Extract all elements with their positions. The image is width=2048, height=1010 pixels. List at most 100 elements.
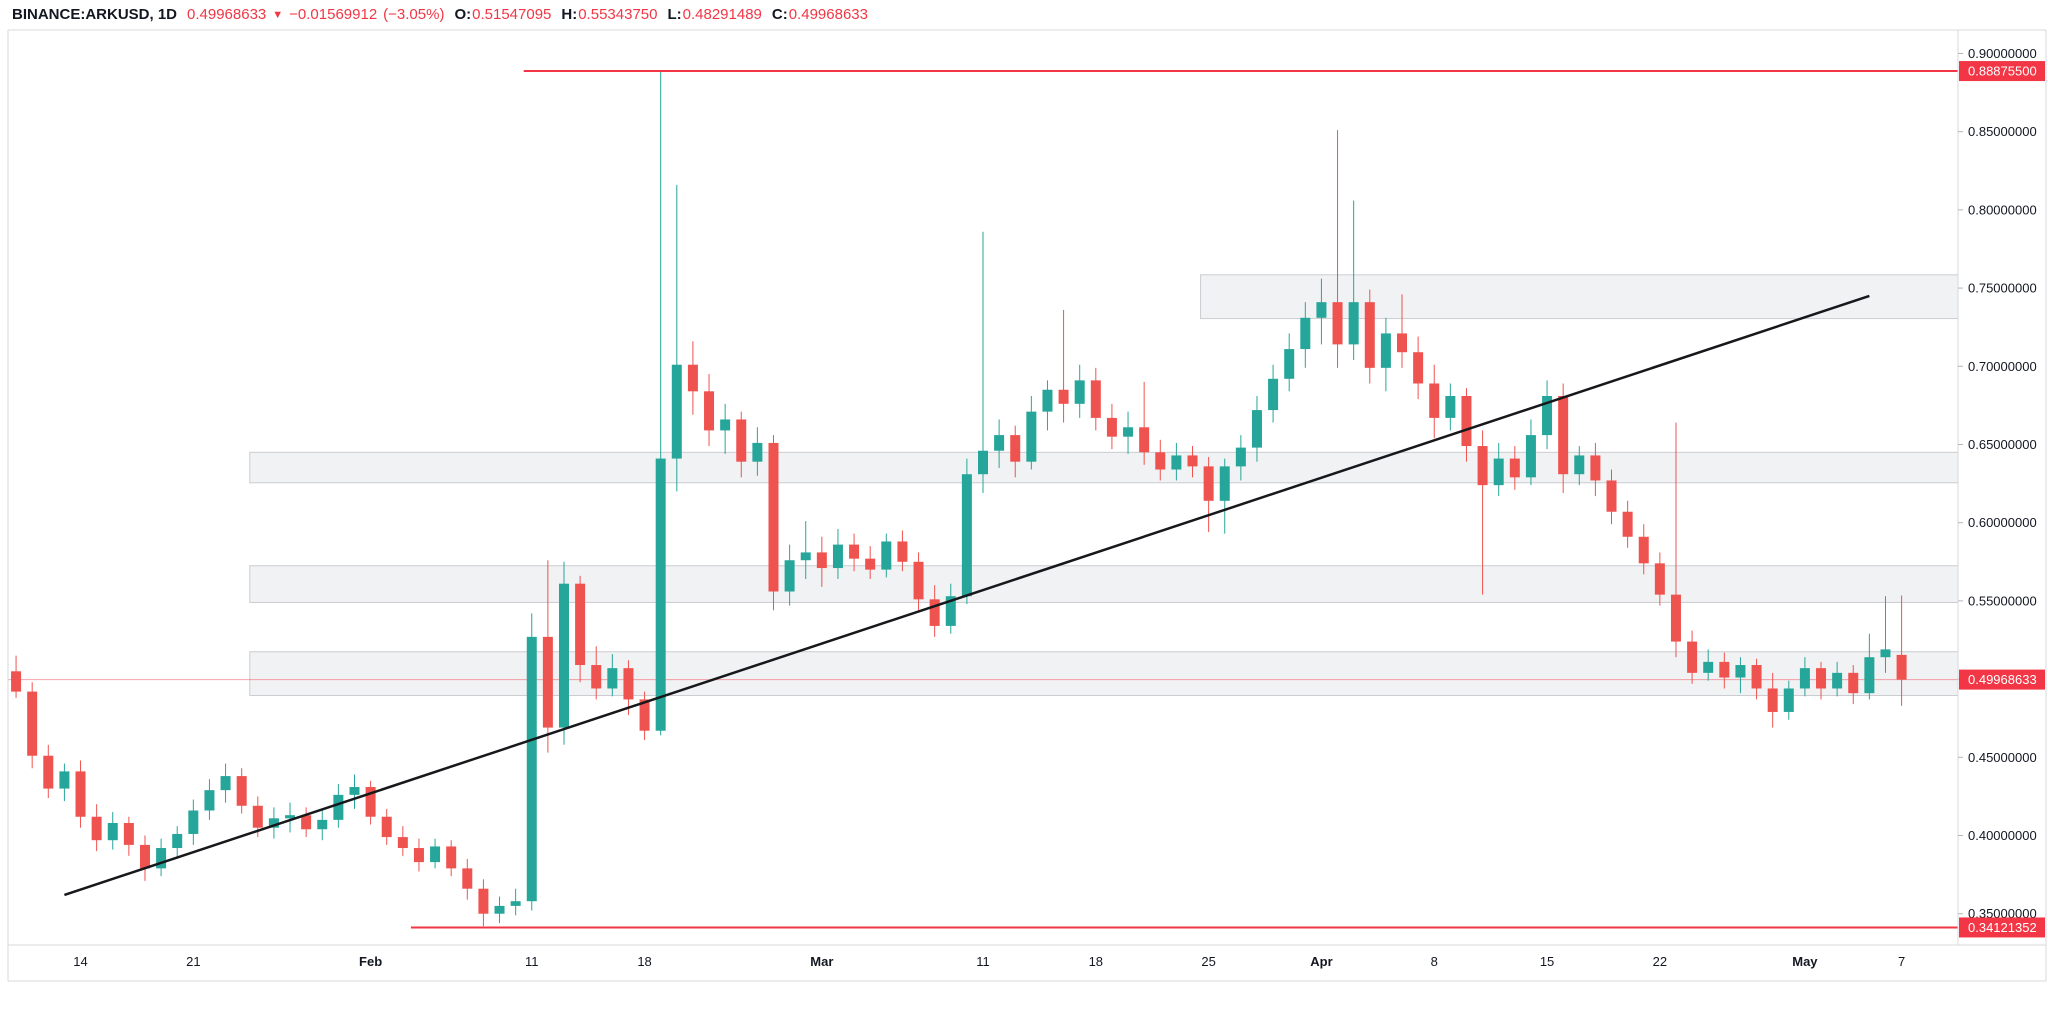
candle-body xyxy=(655,458,666,731)
candle-body xyxy=(397,837,408,849)
candle-body xyxy=(736,419,747,462)
candle-body xyxy=(1574,455,1585,475)
candle-body xyxy=(1896,654,1907,680)
symbol-title[interactable]: BINANCE:ARKUSD, 1D xyxy=(12,6,178,23)
candle-body xyxy=(1670,594,1681,642)
candle-body xyxy=(558,583,569,728)
zone-rect[interactable] xyxy=(249,651,1959,697)
close-label: C: xyxy=(771,6,788,23)
candle-body xyxy=(607,668,618,689)
candle-body xyxy=(285,815,296,819)
candle-body xyxy=(1042,389,1053,412)
candle-body xyxy=(59,771,70,789)
candle-body xyxy=(1203,466,1214,501)
candle-body xyxy=(1300,317,1311,350)
price-axis-scale[interactable] xyxy=(1958,30,2046,945)
time-axis[interactable]: 14 21 Feb 11 18 Mar 11 18 25 Apr 8 15 22 May 7 xyxy=(8,945,2046,981)
candle-body xyxy=(704,391,715,431)
time-tick-label: May xyxy=(1792,954,1818,969)
price-axis[interactable]: 0.90000000 0.85000000 0.80000000 0.75000000… xyxy=(1958,30,2046,945)
candle-body xyxy=(1090,380,1101,418)
candle-body xyxy=(317,819,328,830)
price-badge-label: 0.49968633 xyxy=(1968,672,2037,687)
change-percent: (−3.05%) xyxy=(383,6,445,23)
price-tick-label: 0.40000000 xyxy=(1968,828,2037,843)
candle-body xyxy=(381,816,392,838)
price-tick-label: 0.60000000 xyxy=(1968,515,2037,530)
candle-body xyxy=(43,755,54,789)
candle-body xyxy=(994,435,1005,451)
time-tick-label: 18 xyxy=(637,954,651,969)
candle-body xyxy=(542,636,553,728)
low-label: L: xyxy=(667,6,682,23)
candle-body xyxy=(687,364,698,392)
price-tick-label: 0.80000000 xyxy=(1968,202,2037,217)
candle-body xyxy=(1219,466,1230,501)
time-tick-label: 25 xyxy=(1201,954,1215,969)
candle-body xyxy=(333,794,344,820)
change-absolute: −0.01569912 xyxy=(289,6,378,23)
candle-body xyxy=(961,474,972,597)
price-tick-label: 0.55000000 xyxy=(1968,593,2037,608)
candle-body xyxy=(1316,302,1327,318)
candle-body xyxy=(1397,333,1408,353)
candle-body xyxy=(1348,302,1359,345)
candle-body xyxy=(1251,410,1262,448)
time-tick-label: 11 xyxy=(976,954,990,969)
candle-body xyxy=(220,776,231,791)
candle-body xyxy=(107,823,118,841)
candle-body xyxy=(1880,649,1891,658)
time-tick-label: 18 xyxy=(1089,954,1103,969)
candle-body xyxy=(978,450,988,475)
candle-body xyxy=(1106,417,1117,437)
candle-body xyxy=(1284,349,1295,379)
candles-layer xyxy=(11,70,1907,927)
candle-body xyxy=(1268,378,1279,411)
candle-body xyxy=(913,561,924,600)
high-value: 0.55343750 xyxy=(578,6,658,23)
candle-body xyxy=(768,442,779,592)
candle-body xyxy=(1332,302,1343,345)
high-label: H: xyxy=(561,6,578,23)
candle-body xyxy=(1542,396,1553,436)
candle-body xyxy=(639,699,650,731)
candle-body xyxy=(1493,458,1504,486)
price-badge-bg xyxy=(1959,61,2045,82)
last-price: 0.49968633 xyxy=(187,6,267,23)
time-tick-label: 7 xyxy=(1898,954,1905,969)
chart-legend: BINANCE:ARKUSD, 1D 0.49968633 ▼ −0.01569… xyxy=(12,6,868,23)
candle-body xyxy=(1719,661,1730,678)
candle-body xyxy=(91,816,102,841)
candle-body xyxy=(172,833,183,849)
time-tick-label: 11 xyxy=(525,954,539,969)
candle-body xyxy=(510,901,521,906)
candle-body xyxy=(139,844,150,869)
candle-body xyxy=(1606,480,1617,512)
candle-body xyxy=(1767,688,1778,712)
candle-body xyxy=(671,364,682,459)
candle-body xyxy=(446,846,457,869)
open-label: O: xyxy=(454,6,472,23)
time-axis-scale[interactable] xyxy=(8,945,2046,981)
candle-body xyxy=(832,544,843,569)
candle-body xyxy=(1187,455,1198,467)
zones-layer xyxy=(249,274,1959,697)
price-tick-label: 0.65000000 xyxy=(1968,437,2037,452)
candle-body xyxy=(365,787,376,817)
candle-body xyxy=(11,671,22,692)
candle-body xyxy=(1171,455,1182,470)
candle-body xyxy=(494,905,505,914)
trendline[interactable] xyxy=(64,294,1870,897)
low-value: 0.48291489 xyxy=(682,6,762,23)
candle-body xyxy=(1703,661,1714,673)
candle-body xyxy=(1799,668,1810,689)
zone-rect[interactable] xyxy=(249,565,1959,603)
candle-body xyxy=(268,818,279,828)
zone-rect[interactable] xyxy=(249,451,1959,484)
candle-body xyxy=(123,823,134,845)
price-badge-label: 0.88875500 xyxy=(1968,64,2037,79)
candle-body xyxy=(252,805,263,828)
zone-rect[interactable] xyxy=(1200,274,1959,320)
time-tick-label: 8 xyxy=(1431,954,1438,969)
